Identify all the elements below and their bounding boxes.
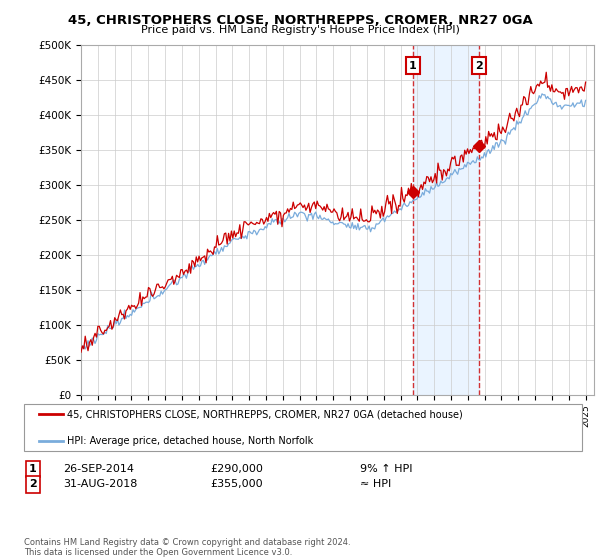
Text: 1: 1 [29, 464, 37, 474]
Text: £290,000: £290,000 [210, 464, 263, 474]
Text: 31-AUG-2018: 31-AUG-2018 [63, 479, 137, 489]
Text: 26-SEP-2014: 26-SEP-2014 [63, 464, 134, 474]
Text: 45, CHRISTOPHERS CLOSE, NORTHREPPS, CROMER, NR27 0GA: 45, CHRISTOPHERS CLOSE, NORTHREPPS, CROM… [68, 14, 532, 27]
Text: 1: 1 [409, 61, 417, 71]
Text: 9% ↑ HPI: 9% ↑ HPI [360, 464, 413, 474]
Text: 2: 2 [29, 479, 37, 489]
Text: ≈ HPI: ≈ HPI [360, 479, 391, 489]
Text: Price paid vs. HM Land Registry's House Price Index (HPI): Price paid vs. HM Land Registry's House … [140, 25, 460, 35]
Bar [413, 45, 479, 395]
Text: £355,000: £355,000 [210, 479, 263, 489]
Text: HPI: Average price, detached house, North Norfolk: HPI: Average price, detached house, Nort… [67, 436, 313, 446]
Text: Contains HM Land Registry data © Crown copyright and database right 2024.
This d: Contains HM Land Registry data © Crown c… [24, 538, 350, 557]
Text: 45, CHRISTOPHERS CLOSE, NORTHREPPS, CROMER, NR27 0GA (detached house): 45, CHRISTOPHERS CLOSE, NORTHREPPS, CROM… [67, 409, 463, 419]
Text: 2: 2 [475, 61, 483, 71]
